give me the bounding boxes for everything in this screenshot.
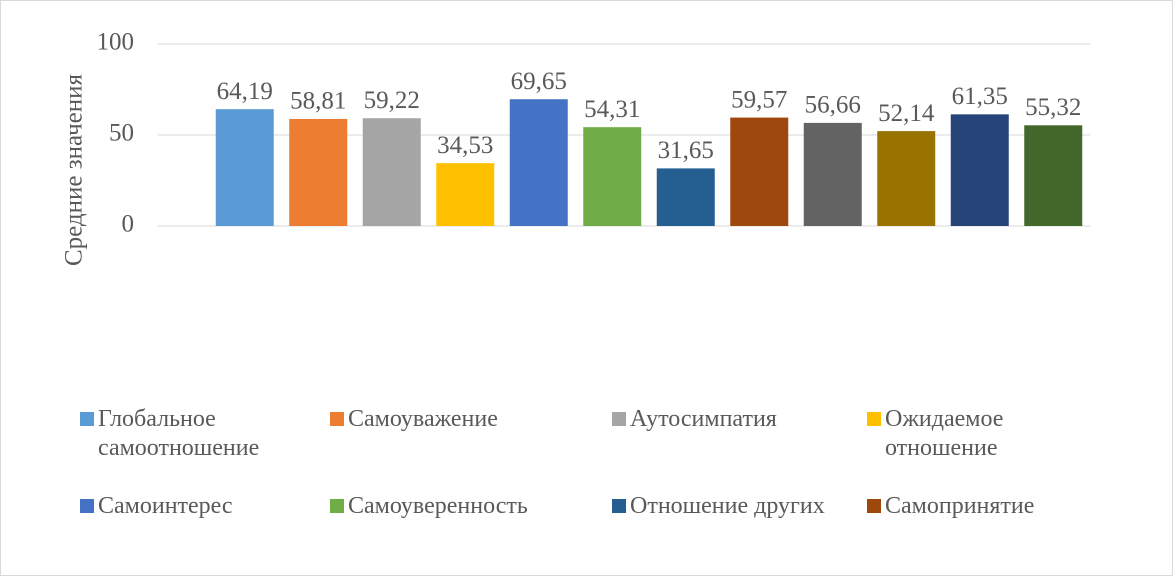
legend-label: Отношение других [630,493,825,519]
bar [215,109,274,226]
bar [362,118,421,226]
data-label: 61,35 [952,83,1008,110]
data-label: 64,19 [217,78,273,105]
legend-label: Самоуважение [348,406,498,432]
bar [950,114,1009,226]
y-tick-label: 0 [122,211,135,238]
bar [730,117,789,226]
legend-label: Ожидаемое отношение [885,406,1004,461]
bar [436,163,495,226]
legend-label: Самопринятие [885,493,1035,519]
data-label: 59,57 [731,86,787,113]
data-label: 55,32 [1025,94,1081,121]
data-label: 69,65 [511,68,567,95]
legend-label: Самоинтерес [98,493,233,519]
bar [803,122,862,226]
data-label: 54,31 [584,96,640,123]
legend-swatch [867,412,881,426]
bar [509,99,568,226]
data-label: 52,14 [878,100,935,127]
data-label: 59,22 [364,87,420,114]
legend-label: Глобальное самоотношение [98,406,260,461]
bar [656,168,715,226]
bar [583,127,642,226]
data-label: 31,65 [658,137,714,164]
legend-swatch [330,499,344,513]
legend-swatch [867,499,881,513]
legend-swatch [612,412,626,426]
legend-swatch [330,412,344,426]
bar [289,118,348,226]
legend-swatch [612,499,626,513]
legend-swatch [80,412,94,426]
bar [877,131,936,226]
data-label: 58,81 [290,88,346,115]
bar [1024,125,1083,226]
legend-swatch [80,499,94,513]
y-tick-label: 50 [109,120,134,147]
legend-label: Самоуверенность [348,493,528,519]
data-label: 56,66 [805,92,861,119]
legend-label: Аутосимпатия [630,406,777,432]
y-tick-label: 100 [97,29,135,56]
data-label: 34,53 [437,132,493,159]
y-axis-label: Средние значения [61,73,88,266]
